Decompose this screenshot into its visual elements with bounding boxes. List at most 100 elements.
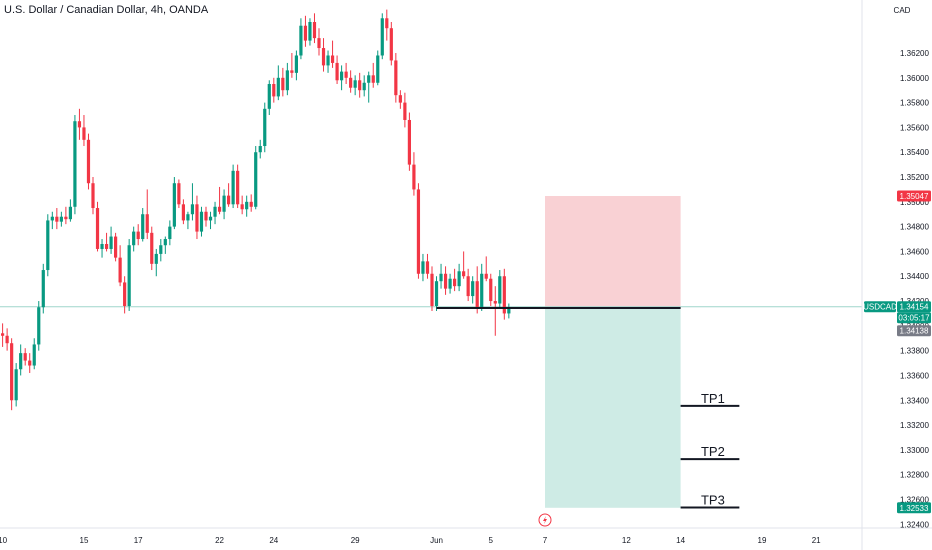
time-tick-label: 5 (489, 536, 494, 545)
candle-body (118, 257, 122, 283)
candle-body (50, 216, 54, 221)
candle-body (371, 75, 375, 83)
candle-body (425, 261, 430, 274)
time-tick-label: 12 (622, 536, 631, 545)
price-label-text-target: 1.32533 (900, 504, 929, 513)
candle-body (453, 278, 457, 287)
candle-body (403, 102, 407, 120)
price-tick-label: 1.33400 (900, 396, 929, 405)
time-tick-label: 22 (215, 536, 224, 545)
candle-body (330, 55, 335, 63)
candle-body (204, 211, 208, 221)
price-tick-label: 1.35200 (900, 173, 929, 182)
time-tick-label: 7 (543, 536, 548, 545)
time-tick-label: 24 (269, 536, 278, 545)
candle-body (385, 18, 389, 29)
candle-body (376, 55, 380, 83)
price-tick-label: 1.34800 (900, 223, 929, 232)
candle-body (258, 146, 262, 153)
price-tick-label: 1.32800 (900, 471, 929, 480)
price-label-target (897, 502, 931, 514)
candle-body (95, 208, 100, 249)
candle-body (249, 201, 253, 207)
candle-body (457, 271, 461, 287)
candle-body (190, 204, 195, 215)
candle-body (335, 62, 339, 81)
candle-body (312, 22, 317, 39)
candle-body (294, 55, 298, 73)
price-tick-label: 1.33200 (900, 421, 929, 430)
candle-body (434, 281, 439, 307)
price-label-text-entry: 1.34138 (900, 327, 929, 336)
candle-body (272, 84, 276, 97)
price-label-countdown (897, 312, 931, 324)
time-tick-label: 19 (758, 536, 767, 545)
candle-body (290, 70, 294, 73)
candle-body (177, 183, 181, 205)
stop-loss-zone[interactable] (545, 195, 681, 309)
candle-body (389, 28, 393, 61)
candle-body (349, 77, 353, 88)
price-label-text-countdown: 03:05:17 (898, 314, 930, 323)
candle-body (68, 206, 72, 220)
candle-body (109, 236, 113, 249)
candle-body (59, 216, 63, 222)
candle-body (421, 261, 425, 274)
candle-body (1, 333, 5, 336)
candle-body (394, 60, 398, 96)
candle-body (222, 195, 226, 212)
candle-body (100, 243, 104, 249)
time-tick-label: 15 (80, 536, 89, 545)
candle-body (344, 71, 348, 78)
price-label-symbol (864, 301, 896, 313)
candle-body (484, 273, 488, 279)
price-tick-label: 1.36200 (900, 49, 929, 58)
candle-body (308, 22, 312, 41)
candle-body (163, 239, 167, 246)
candle-body (439, 273, 443, 282)
candle-body (448, 278, 452, 289)
candle-body (168, 226, 172, 240)
price-label-text-current: 1.34154 (900, 303, 929, 312)
candle-body (321, 48, 326, 66)
candle-body (398, 95, 402, 103)
candle-body (281, 77, 285, 91)
candle-body (299, 25, 303, 56)
candle-body (267, 84, 271, 109)
candle-body (37, 307, 41, 345)
candle-body (236, 170, 240, 205)
time-tick-label: 17 (134, 536, 143, 545)
candle-body (199, 211, 204, 232)
price-tick-label: 1.35800 (900, 99, 929, 108)
candle-body (245, 201, 249, 210)
level-label-tp3: TP3 (701, 493, 725, 508)
price-label-stop (897, 190, 931, 202)
candle-body (104, 243, 109, 249)
price-tick-label: 1.34400 (900, 272, 929, 281)
candle-body (240, 204, 244, 210)
level-label-tp1: TP1 (701, 391, 725, 406)
take-profit-zone[interactable] (545, 308, 681, 508)
candle-body (159, 245, 163, 254)
candle-body (493, 301, 497, 304)
level-label-tp2: TP2 (701, 444, 725, 459)
candle-body (462, 271, 466, 277)
candle-body (263, 108, 267, 147)
lightning-icon (543, 516, 547, 524)
candle-body (380, 18, 384, 56)
candle-body (5, 335, 9, 344)
candle-body (19, 353, 23, 370)
candle-body (82, 127, 86, 140)
candle-body (181, 204, 185, 221)
candle-body (172, 183, 176, 227)
time-tick-label: 10 (0, 536, 8, 545)
candle-body (145, 214, 149, 233)
candle-body (303, 25, 308, 41)
candle-body (285, 70, 289, 91)
candle-body (141, 214, 145, 240)
candle-body (64, 216, 68, 220)
candle-body (254, 152, 258, 207)
candle-body (46, 220, 50, 271)
price-tick-label: 1.34600 (900, 247, 929, 256)
